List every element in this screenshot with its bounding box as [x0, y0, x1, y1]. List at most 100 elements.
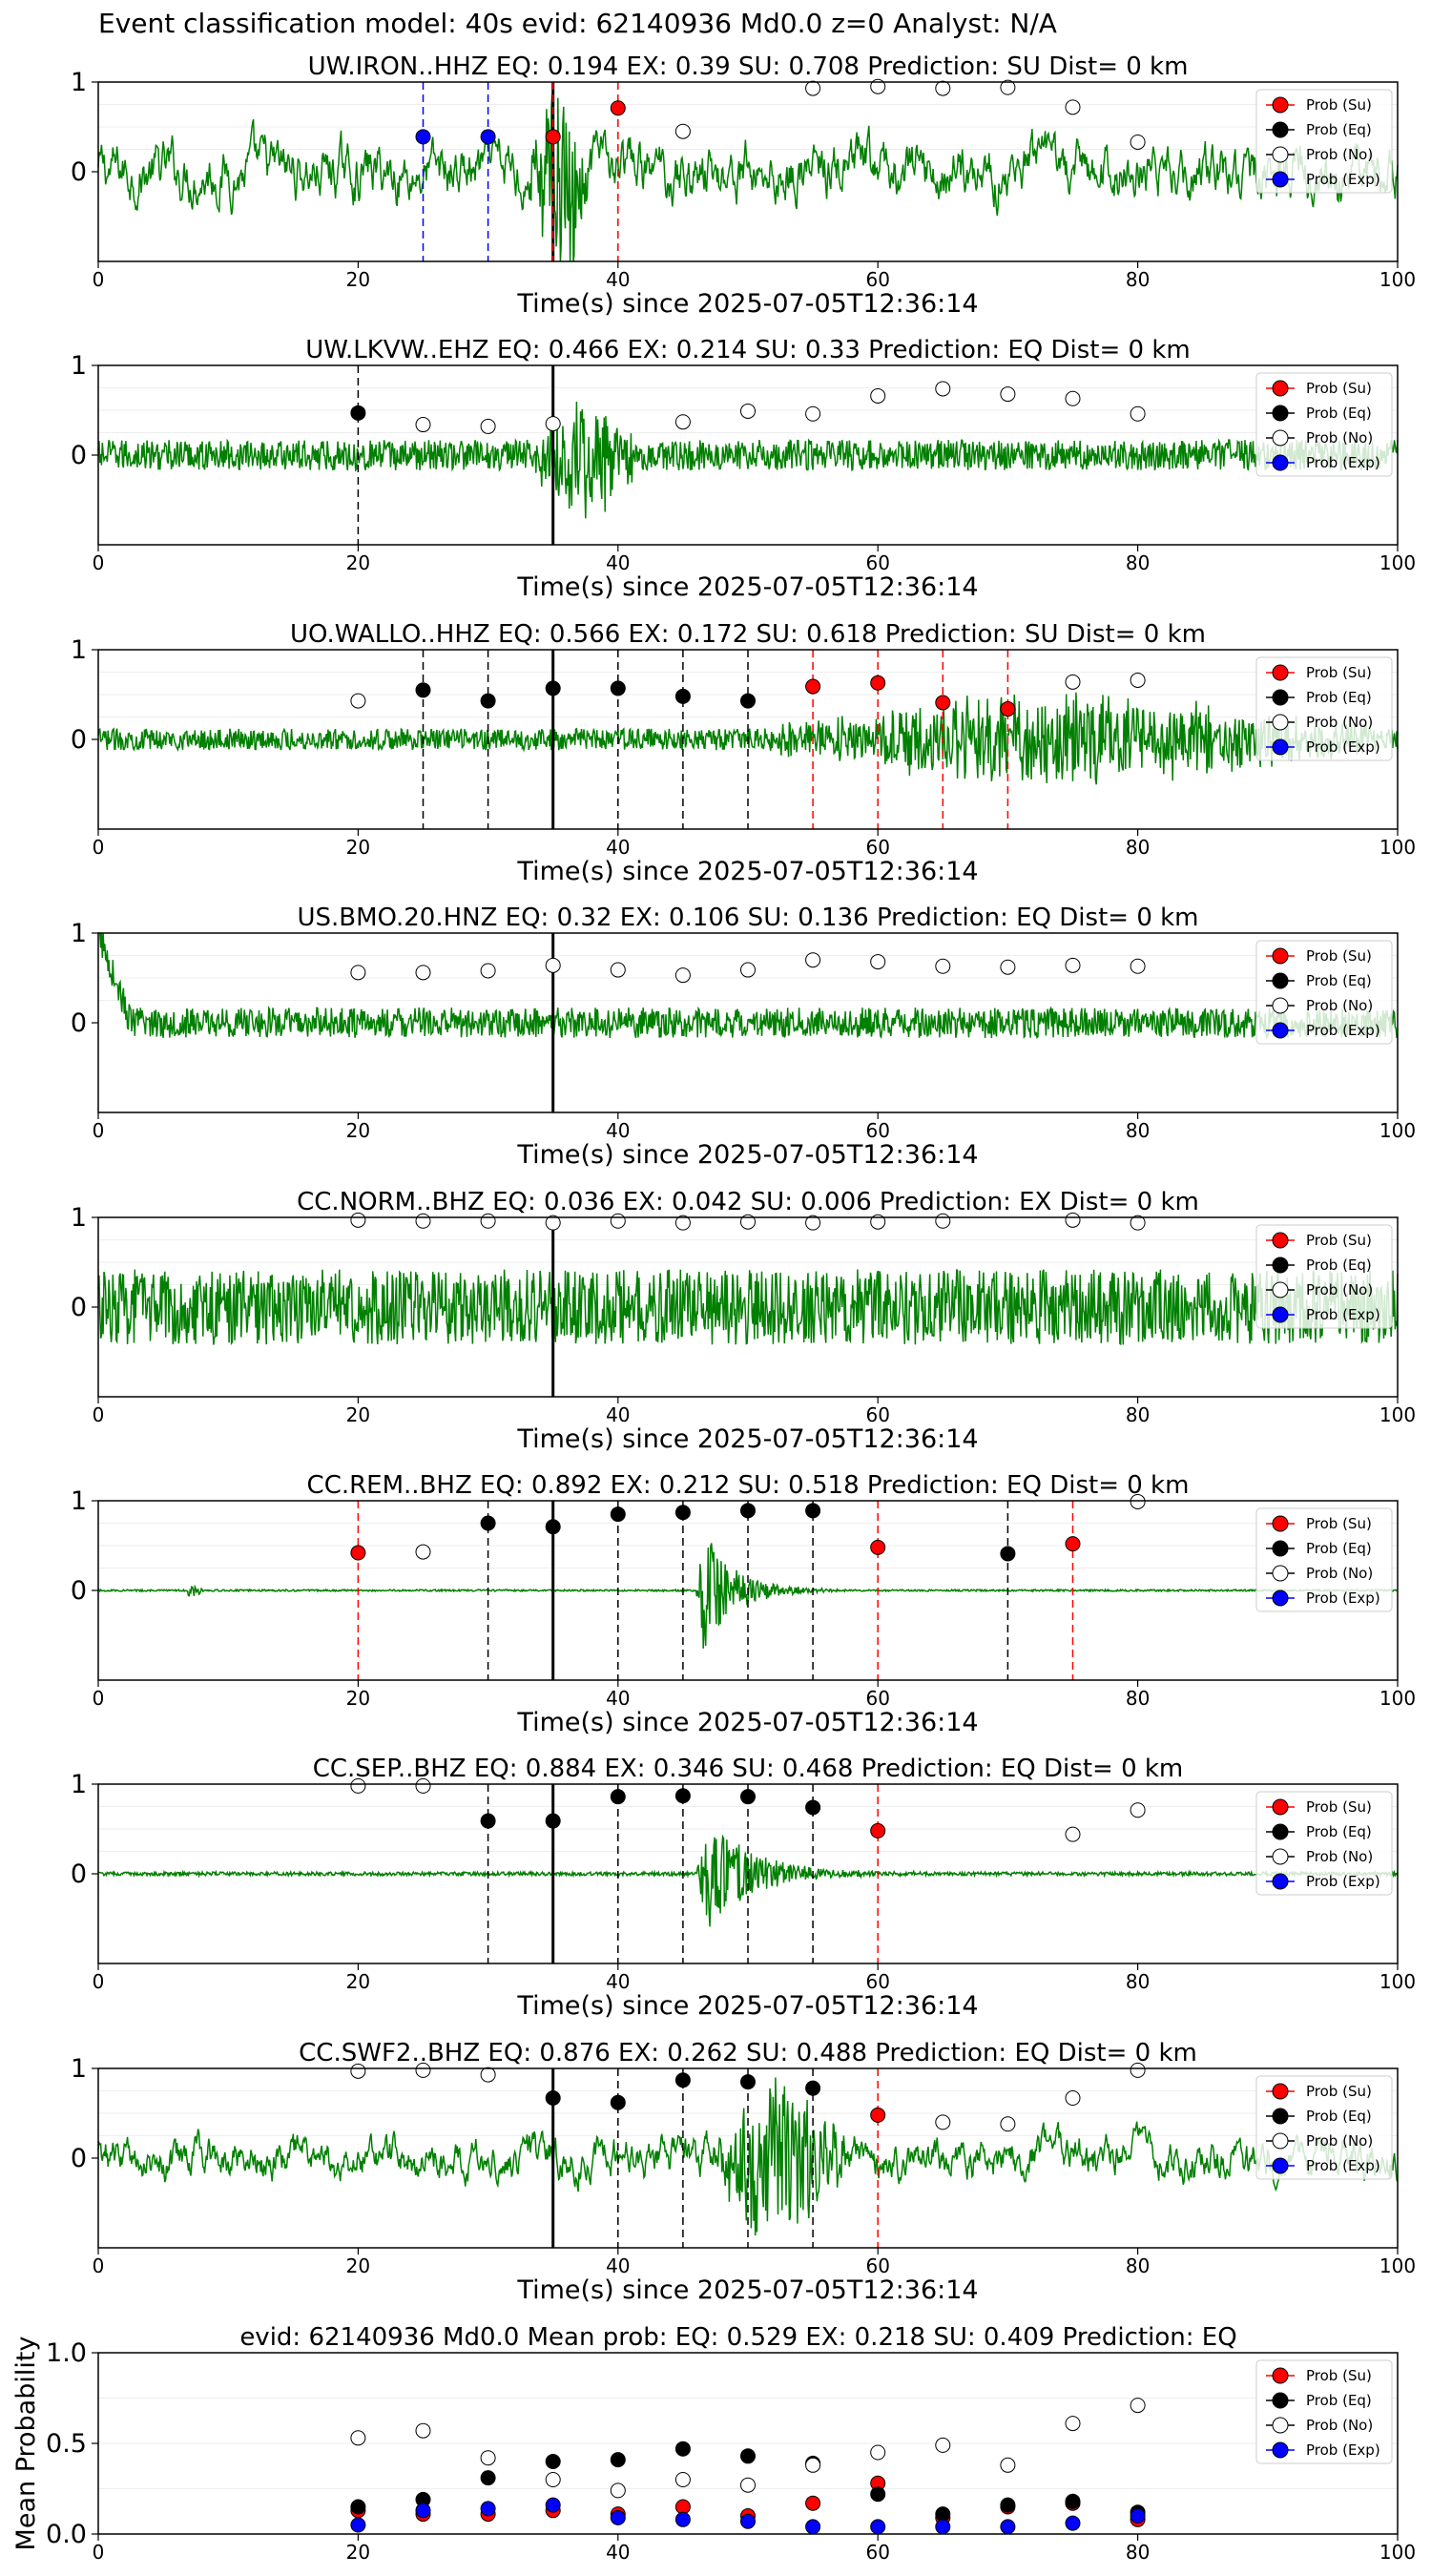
panel-title: UO.WALLO..HHZ EQ: 0.566 EX: 0.172 SU: 0.…: [290, 620, 1206, 649]
legend-marker: [1272, 2441, 1289, 2459]
prob-marker-eq: [545, 680, 561, 696]
prob-marker-no: [415, 1544, 431, 1560]
prob-marker-no: [350, 1212, 366, 1228]
prob-marker-no: [350, 2063, 366, 2079]
legend-marker: [1272, 2108, 1289, 2125]
x-tick-label: 20: [346, 1119, 370, 1142]
x-tick-label: 60: [865, 268, 889, 291]
legend-marker: [1272, 738, 1289, 756]
prob-marker-eq: [674, 688, 691, 704]
x-tick-label: 80: [1126, 1403, 1150, 1426]
prob-marker-su: [1065, 1536, 1081, 1552]
prob-marker-eq: [805, 1503, 821, 1519]
mean-marker-no: [935, 2437, 951, 2453]
legend-marker: [1272, 714, 1289, 731]
figure-title: Event classification model: 40s evid: 62…: [98, 8, 1057, 39]
mean-marker-no: [870, 2444, 886, 2461]
prob-marker-no: [480, 1213, 496, 1229]
x-tick-label: 100: [1379, 2254, 1416, 2277]
legend-label: Prob (No): [1306, 146, 1373, 163]
prob-marker-no: [350, 1777, 366, 1794]
prob-marker-no: [740, 962, 756, 978]
legend-label: Prob (No): [1306, 1565, 1373, 1582]
mean-marker-exp: [415, 2503, 431, 2519]
legend-marker: [1272, 1589, 1289, 1607]
x-tick-label: 20: [346, 268, 370, 291]
x-tick-label: 40: [606, 1119, 630, 1142]
prob-marker-no: [740, 403, 756, 419]
mean-marker-no: [545, 2472, 561, 2487]
legend-marker: [1272, 689, 1289, 706]
legend-marker: [1272, 1565, 1289, 1582]
x-tick-label: 0: [93, 1970, 105, 1993]
prob-marker-no: [1130, 958, 1146, 974]
prob-marker-su: [610, 100, 626, 116]
prob-marker-no: [415, 2062, 431, 2078]
legend-label: Prob (No): [1306, 1848, 1373, 1865]
prob-marker-no: [1130, 134, 1146, 150]
y-tick-label: 1: [71, 2054, 87, 2084]
prob-marker-no: [674, 414, 691, 430]
x-tick-label: 60: [865, 836, 889, 859]
prob-marker-no: [350, 965, 366, 981]
prob-marker-su: [545, 129, 561, 145]
x-axis-label: Time(s) since 2025-07-05T12:36:14: [516, 1708, 978, 1737]
panel-title: evid: 62140936 Md0.0 Mean prob: EQ: 0.52…: [239, 2323, 1236, 2352]
legend-marker: [1272, 1515, 1289, 1532]
x-tick-label: 40: [606, 836, 630, 859]
legend-box: [1255, 1224, 1393, 1329]
station-panel-0: UW.IRON..HHZ EQ: 0.194 EX: 0.39 SU: 0.70…: [71, 52, 1416, 319]
legend-marker: [1272, 997, 1289, 1014]
legend-marker: [1272, 1873, 1289, 1890]
legend-box: [1255, 2359, 1393, 2464]
prob-marker-eq: [480, 693, 496, 709]
prob-marker-eq: [805, 2080, 821, 2096]
panel-title: CC.SWF2..BHZ EQ: 0.876 EX: 0.262 SU: 0.4…: [299, 2039, 1197, 2067]
prob-marker-no: [1130, 405, 1146, 422]
y-tick-label: 0.0: [46, 2520, 87, 2549]
legend-label: Prob (Eq): [1306, 2392, 1372, 2409]
mean-marker-no: [610, 2483, 626, 2499]
x-tick-label: 80: [1126, 2541, 1150, 2564]
mean-marker-exp: [480, 2501, 496, 2517]
x-tick-label: 100: [1379, 836, 1416, 859]
prob-marker-eq: [545, 1519, 561, 1535]
mean-marker-eq: [740, 2448, 756, 2464]
mean-marker-eq: [350, 2499, 366, 2515]
prob-marker-no: [1000, 386, 1016, 403]
x-tick-label: 80: [1126, 836, 1150, 859]
y-tick-label: 1: [71, 919, 87, 948]
prob-marker-su: [1000, 701, 1016, 717]
prob-marker-exp: [415, 129, 431, 145]
legend-label: Prob (Eq): [1306, 2108, 1372, 2125]
x-tick-label: 20: [346, 2254, 370, 2277]
x-tick-label: 0: [93, 1119, 105, 1142]
station-panel-1: UW.LKVW..EHZ EQ: 0.466 EX: 0.214 SU: 0.3…: [71, 336, 1416, 602]
mean-marker-su: [674, 2499, 691, 2515]
prob-marker-no: [415, 1213, 431, 1229]
waveform-trace: [97, 1269, 1399, 1346]
legend-marker: [1272, 146, 1289, 163]
prob-marker-su: [870, 2107, 886, 2123]
prob-marker-no: [674, 123, 691, 139]
mean-marker-eq: [935, 2506, 951, 2523]
x-tick-label: 60: [865, 1970, 889, 1993]
x-axis-label: Time(s) since 2025-07-05T12:36:14: [516, 1424, 978, 1454]
prob-marker-no: [805, 80, 821, 96]
y-tick-label: 0: [71, 1859, 87, 1889]
y-tick-label: 0: [71, 725, 87, 755]
y-tick-label: 1: [71, 1203, 87, 1233]
mean-marker-no: [674, 2472, 691, 2487]
legend-marker: [1272, 1306, 1289, 1323]
prob-marker-no: [1130, 1215, 1146, 1231]
mean-marker-no: [740, 2477, 756, 2493]
station-panel-6: CC.SEP..BHZ EQ: 0.884 EX: 0.346 SU: 0.46…: [71, 1755, 1416, 2021]
mean-marker-exp: [1000, 2519, 1016, 2535]
prob-marker-no: [545, 416, 561, 432]
x-tick-label: 0: [93, 2541, 105, 2564]
legend-label: Prob (Su): [1306, 96, 1372, 114]
y-tick-label: 0.5: [46, 2429, 87, 2459]
x-axis-label: Time(s) since 2025-07-05T12:36:14: [516, 572, 978, 602]
mean-marker-no: [1000, 2457, 1016, 2473]
